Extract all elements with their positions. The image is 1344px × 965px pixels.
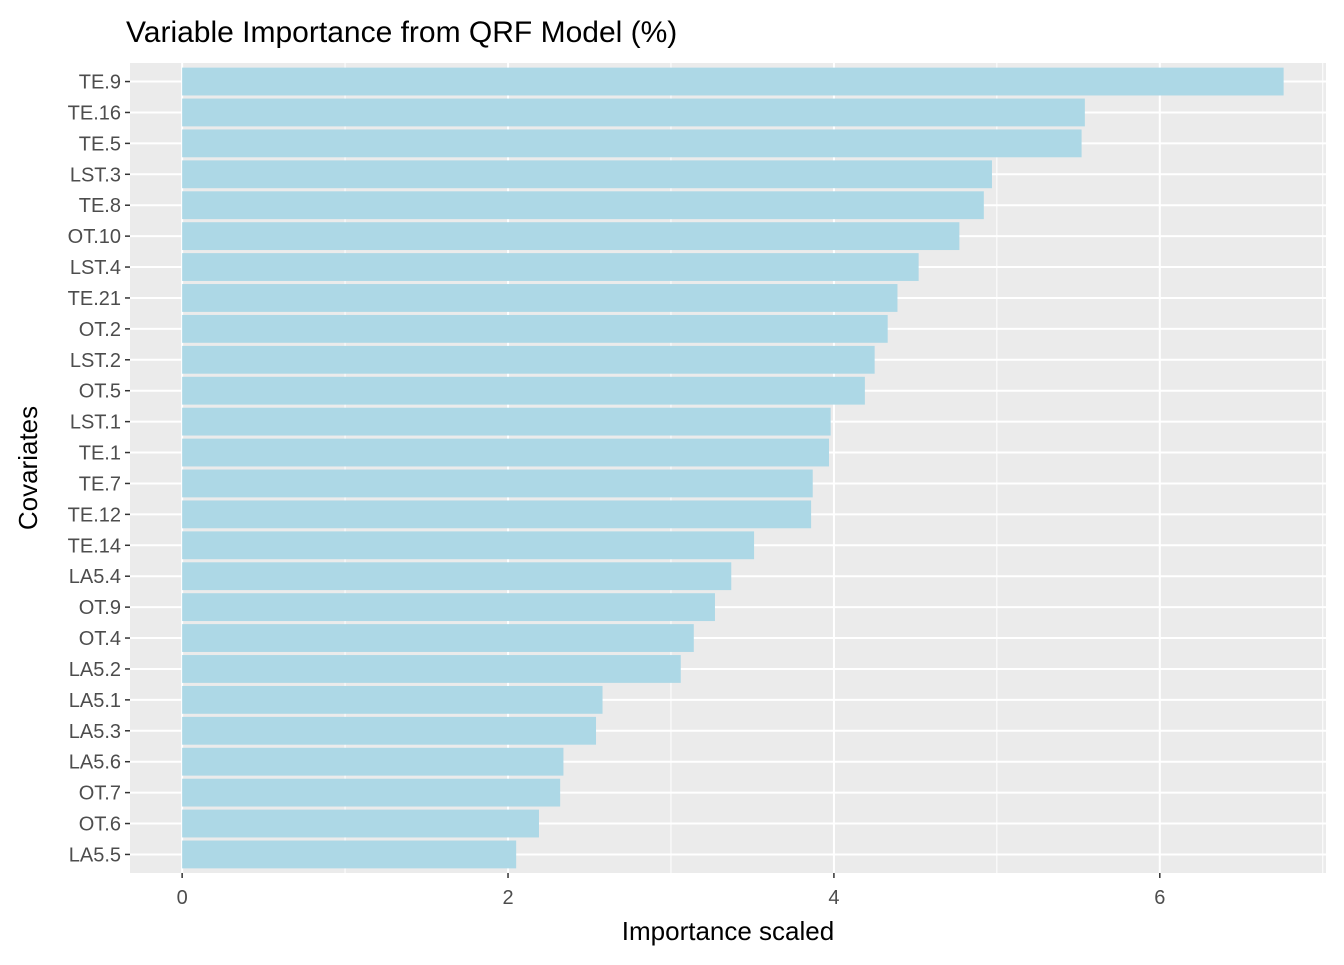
bar-LST.4 bbox=[182, 253, 919, 281]
x-tick-label: 2 bbox=[502, 887, 513, 909]
bar-TE.16 bbox=[182, 98, 1085, 127]
y-tick-label: LA5.6 bbox=[69, 752, 121, 774]
x-axis: 0 2 4 6 bbox=[177, 873, 1165, 909]
bar-LA5.4 bbox=[182, 562, 732, 591]
bar-OT.7 bbox=[182, 778, 561, 807]
x-tick-label: 4 bbox=[828, 887, 839, 909]
chart-title: Variable Importance from QRF Model (%) bbox=[126, 16, 677, 49]
bars bbox=[182, 67, 1284, 869]
y-tick-label: TE.5 bbox=[79, 133, 121, 155]
bar-OT.6 bbox=[182, 809, 539, 838]
y-tick-label: TE.1 bbox=[79, 443, 121, 465]
bar-TE.1 bbox=[182, 438, 830, 467]
bar-OT.5 bbox=[182, 376, 865, 405]
y-tick-label: OT.10 bbox=[68, 226, 121, 248]
y-tick-label: LA5.1 bbox=[69, 690, 121, 712]
y-tick-label: OT.9 bbox=[79, 597, 121, 619]
y-tick-label: OT.7 bbox=[79, 783, 121, 805]
y-tick-label: LST.4 bbox=[70, 257, 121, 279]
y-axis: TE.9 TE.16 TE.5 LST.3 TE.8 OT.10 LST.4 TE.21 OT.… bbox=[68, 72, 130, 866]
y-tick-label: LST.2 bbox=[70, 350, 121, 372]
bar-TE.7 bbox=[182, 469, 813, 498]
y-axis-title: Covariates bbox=[13, 406, 43, 530]
y-tick-label: LA5.5 bbox=[69, 844, 121, 866]
y-tick-label: OT.6 bbox=[79, 814, 121, 836]
bar-LA5.1 bbox=[182, 685, 603, 714]
bar-TE.5 bbox=[182, 129, 1082, 158]
y-tick-label: TE.12 bbox=[68, 504, 121, 526]
y-tick-label: LST.3 bbox=[70, 164, 121, 186]
y-tick-label: LST.1 bbox=[70, 412, 121, 434]
bar-OT.9 bbox=[182, 593, 715, 622]
bar-TE.8 bbox=[182, 191, 984, 220]
bar-LST.2 bbox=[182, 345, 875, 374]
bar-LST.1 bbox=[182, 407, 831, 436]
bar-OT.4 bbox=[182, 624, 694, 652]
bar-OT.2 bbox=[182, 314, 888, 343]
y-tick-label: LA5.4 bbox=[69, 566, 121, 588]
y-tick-label: OT.2 bbox=[79, 319, 121, 341]
x-tick-label: 6 bbox=[1154, 887, 1165, 909]
bar-LA5.6 bbox=[182, 747, 564, 776]
y-tick-label: TE.14 bbox=[68, 535, 121, 557]
y-tick-label: OT.4 bbox=[79, 628, 121, 650]
bar-LA5.2 bbox=[182, 655, 681, 683]
y-tick-label: LA5.2 bbox=[69, 659, 121, 681]
bar-LA5.5 bbox=[182, 840, 517, 869]
y-tick-label: TE.16 bbox=[68, 102, 121, 124]
y-tick-label: OT.5 bbox=[79, 381, 121, 403]
y-tick-label: TE.8 bbox=[79, 195, 121, 217]
bar-OT.10 bbox=[182, 222, 960, 251]
bar-TE.14 bbox=[182, 531, 755, 560]
bar-TE.21 bbox=[182, 284, 898, 312]
x-tick-label: 0 bbox=[177, 887, 188, 909]
y-tick-label: TE.9 bbox=[79, 72, 121, 94]
bar-TE.12 bbox=[182, 500, 812, 529]
y-tick-label: TE.21 bbox=[68, 288, 121, 310]
y-tick-label: LA5.3 bbox=[69, 721, 121, 743]
bar-TE.9 bbox=[182, 67, 1284, 96]
bar-LST.3 bbox=[182, 160, 992, 189]
x-axis-title: Importance scaled bbox=[622, 916, 834, 946]
bar-LA5.3 bbox=[182, 716, 597, 745]
y-tick-label: TE.7 bbox=[79, 473, 121, 495]
